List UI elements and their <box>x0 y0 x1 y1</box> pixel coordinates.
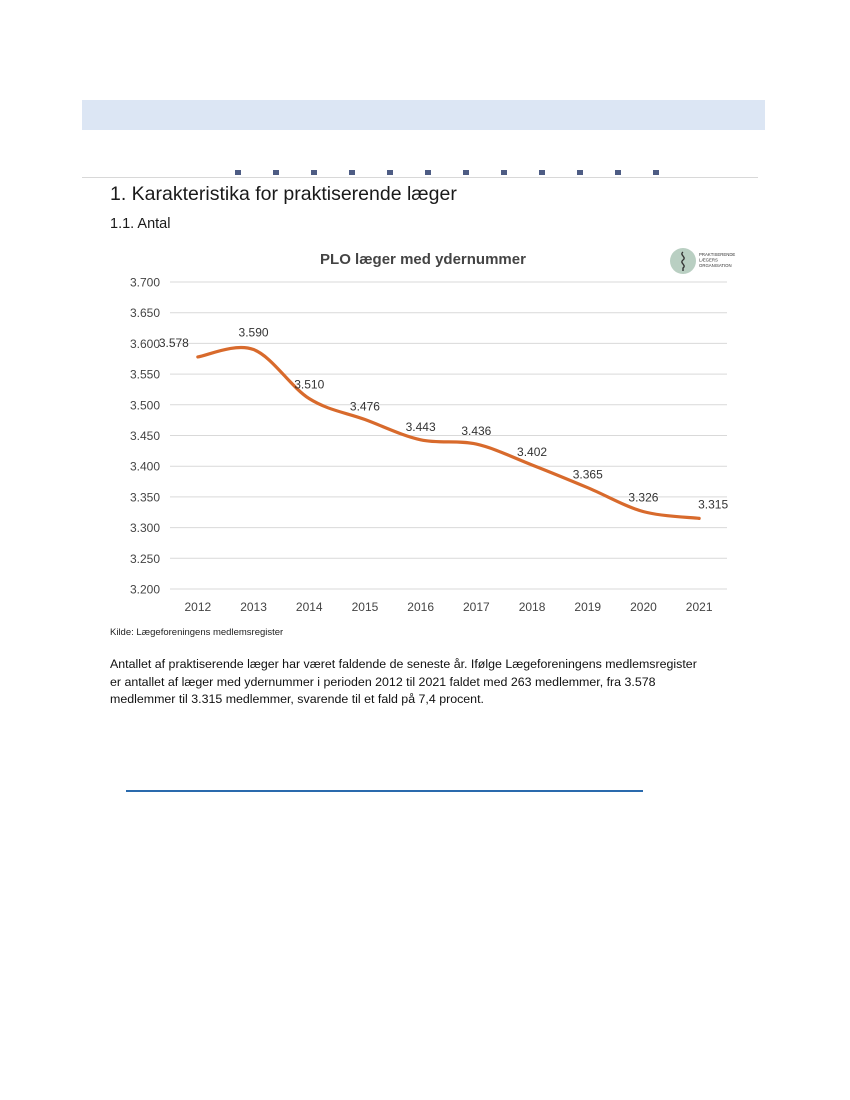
data-label: 3.510 <box>294 378 324 392</box>
x-tick-label: 2016 <box>407 600 434 614</box>
section-title: 1. Karakteristika for praktiserende læge… <box>110 183 457 205</box>
chart-svg: 3.200 3.250 3.300 3.350 3.400 3.450 3.500 3.550… <box>130 248 735 614</box>
data-label: 3.315 <box>698 497 728 511</box>
y-tick-label: 3.600 <box>130 337 160 351</box>
data-label: 3.578 <box>159 336 189 350</box>
paragraph-line: Antallet af praktiserende læger har være… <box>110 657 697 671</box>
y-tick-label: 3.500 <box>130 398 160 412</box>
logo-line-1: PRAKTISERENDE <box>699 252 735 257</box>
y-tick-label: 3.400 <box>130 460 160 474</box>
paragraph-line: er antallet af læger med ydernummer i pe… <box>110 674 656 689</box>
y-tick-label: 3.200 <box>130 583 160 597</box>
x-tick-label: 2018 <box>519 600 546 614</box>
series-line <box>196 345 701 520</box>
line-chart: 3.200 3.250 3.300 3.350 3.400 3.450 3.500 3.550… <box>100 238 745 623</box>
chart-title: PLO læger med ydernummer <box>320 251 526 268</box>
data-label: 3.436 <box>461 424 491 438</box>
y-tick-label: 3.450 <box>130 429 160 443</box>
plo-logo: PRAKTISERENDE LÆGERS ORGANISATION <box>670 248 735 274</box>
y-tick-label: 3.550 <box>130 368 160 382</box>
caduceus-icon <box>670 248 696 274</box>
y-tick-label: 3.650 <box>130 306 160 320</box>
x-tick-label: 2012 <box>184 600 211 614</box>
source-note: Kilde: Lægeforeningens medlemsregister <box>110 627 284 638</box>
y-tick-label: 3.300 <box>130 521 160 535</box>
logo-line-2: LÆGERS <box>699 258 718 263</box>
x-tick-label: 2015 <box>352 600 379 614</box>
data-label: 3.365 <box>573 468 603 482</box>
footnote-divider <box>126 790 643 792</box>
logo-line-3: ORGANISATION <box>699 263 732 268</box>
caduceus-icon-mark <box>681 251 685 271</box>
header-rule <box>82 177 758 178</box>
data-label: 3.590 <box>239 326 269 340</box>
x-tick-label: 2020 <box>630 600 657 614</box>
x-tick-label: 2019 <box>574 600 601 614</box>
y-tick-label: 3.700 <box>130 276 160 290</box>
y-tick-label: 3.350 <box>130 490 160 504</box>
body-paragraph: Antallet af praktiserende læger har være… <box>110 656 750 709</box>
y-tick-label: 3.250 <box>130 552 160 566</box>
subsection-title: 1.1. Antal <box>110 216 171 232</box>
data-label: 3.326 <box>628 491 658 505</box>
cropped-heading-remnant <box>235 170 685 175</box>
x-tick-label: 2013 <box>240 600 267 614</box>
x-tick-label: 2021 <box>686 600 713 614</box>
x-tick-label: 2014 <box>296 600 323 614</box>
data-label: 3.443 <box>406 420 436 434</box>
data-label: 3.402 <box>517 445 547 459</box>
header-band <box>82 100 765 130</box>
data-label: 3.476 <box>350 400 380 414</box>
paragraph-line: medlemmer til 3.315 medlemmer, svarende … <box>110 692 484 707</box>
x-tick-label: 2017 <box>463 600 490 614</box>
